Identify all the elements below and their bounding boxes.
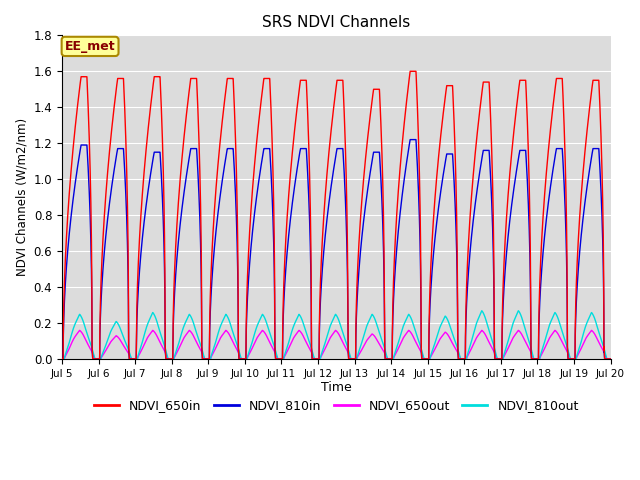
Title: SRS NDVI Channels: SRS NDVI Channels (262, 15, 410, 30)
Text: EE_met: EE_met (65, 40, 115, 53)
Legend: NDVI_650in, NDVI_810in, NDVI_650out, NDVI_810out: NDVI_650in, NDVI_810in, NDVI_650out, NDV… (89, 395, 584, 418)
Y-axis label: NDVI Channels (W/m2/nm): NDVI Channels (W/m2/nm) (15, 118, 28, 276)
X-axis label: Time: Time (321, 382, 351, 395)
